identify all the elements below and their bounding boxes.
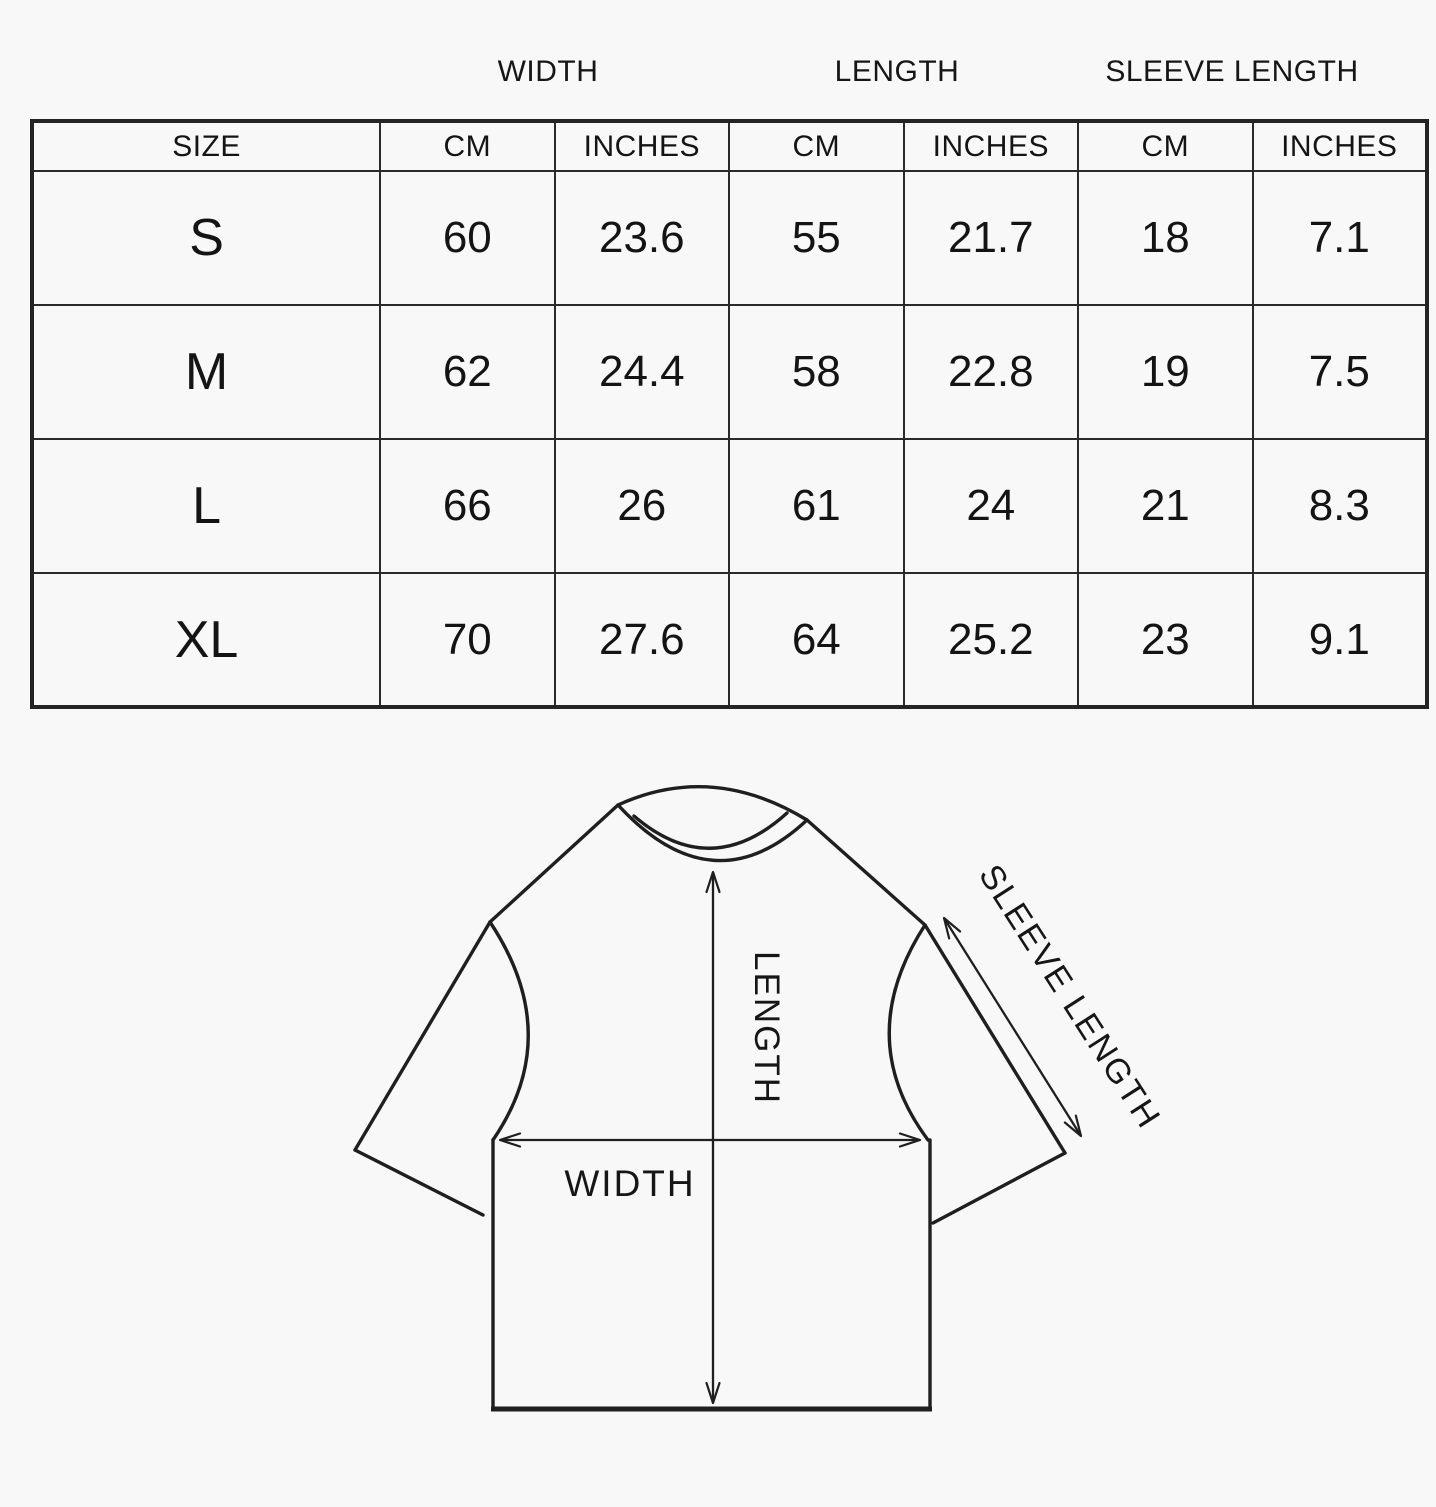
table-cell: 62 bbox=[379, 304, 556, 440]
table-cell: 26 bbox=[553, 438, 731, 574]
size-row-l: L 66 26 61 24 21 8.3 bbox=[30, 438, 1429, 574]
table-cell: 22.8 bbox=[902, 304, 1080, 440]
diagram-length-label: LENGTH bbox=[747, 951, 786, 1105]
collar-outer-arc bbox=[616, 803, 809, 863]
table-cell: 60 bbox=[379, 170, 556, 306]
table-cell: 25.2 bbox=[902, 572, 1080, 708]
table-cell: 66 bbox=[379, 438, 556, 574]
size-label: L bbox=[30, 438, 382, 574]
right-sleeve-cuff bbox=[931, 1151, 1067, 1225]
table-cell: 70 bbox=[379, 572, 556, 708]
table-cell: 21.7 bbox=[902, 170, 1080, 306]
size-row-xl: XL 70 27.6 64 25.2 23 9.1 bbox=[30, 572, 1429, 708]
column-header-length-cm: CM bbox=[728, 120, 905, 172]
table-cell: 64 bbox=[728, 572, 905, 708]
table-cell: 8.3 bbox=[1251, 438, 1429, 574]
size-label: M bbox=[30, 304, 382, 440]
diagram-width-label: WIDTH bbox=[564, 1163, 695, 1204]
size-label: S bbox=[30, 170, 382, 306]
diagram-sleeve-length-label: SLEEVE LENGTH bbox=[971, 858, 1168, 1136]
table-cell: 19 bbox=[1077, 304, 1254, 440]
table-cell: 23 bbox=[1077, 572, 1254, 708]
group-label-sleeve-length: SLEEVE LENGTH bbox=[1105, 55, 1359, 88]
left-shoulder-line bbox=[488, 803, 620, 924]
size-chart-table: SIZE CM INCHES CM INCHES CM INCHES S 60 … bbox=[30, 119, 1429, 709]
measurement-arrows bbox=[498, 870, 1083, 1405]
size-row-s: S 60 23.6 55 21.7 18 7.1 bbox=[30, 170, 1429, 306]
table-cell: 24.4 bbox=[553, 304, 731, 440]
tshirt-outline bbox=[353, 785, 1067, 1412]
sleeve-length-arrow bbox=[942, 916, 1083, 1138]
table-cell: 21 bbox=[1077, 438, 1254, 574]
table-cell: 18 bbox=[1077, 170, 1254, 306]
column-header-width-cm: CM bbox=[379, 120, 556, 172]
table-cell: 58 bbox=[728, 304, 905, 440]
size-label: XL bbox=[30, 572, 382, 708]
column-header-sleeve-inches: INCHES bbox=[1251, 120, 1429, 172]
collar-inner-arc bbox=[632, 811, 789, 850]
table-cell: 7.5 bbox=[1251, 304, 1429, 440]
column-header-length-inches: INCHES bbox=[902, 120, 1080, 172]
column-header-size: SIZE bbox=[30, 120, 382, 172]
table-cell: 23.6 bbox=[553, 170, 731, 306]
table-cell: 7.1 bbox=[1251, 170, 1429, 306]
size-row-m: M 62 24.4 58 22.8 19 7.5 bbox=[30, 304, 1429, 440]
table-cell: 9.1 bbox=[1251, 572, 1429, 708]
column-header-width-inches: INCHES bbox=[553, 120, 731, 172]
column-header-sleeve-cm: CM bbox=[1077, 120, 1254, 172]
table-cell: 24 bbox=[902, 438, 1080, 574]
group-label-width: WIDTH bbox=[497, 55, 599, 88]
table-cell: 61 bbox=[728, 438, 905, 574]
left-sleeve-outer-edge bbox=[353, 920, 492, 1152]
right-shoulder-line bbox=[805, 818, 927, 927]
table-cell: 55 bbox=[728, 170, 905, 306]
table-cell: 27.6 bbox=[553, 572, 731, 708]
collar-top-arc bbox=[616, 785, 809, 822]
left-sleeve-cuff bbox=[353, 1148, 485, 1217]
left-armhole-curve bbox=[488, 920, 530, 1142]
group-label-length: LENGTH bbox=[834, 55, 960, 88]
header-row: SIZE CM INCHES CM INCHES CM INCHES bbox=[30, 120, 1429, 172]
right-armhole-curve bbox=[887, 923, 930, 1142]
